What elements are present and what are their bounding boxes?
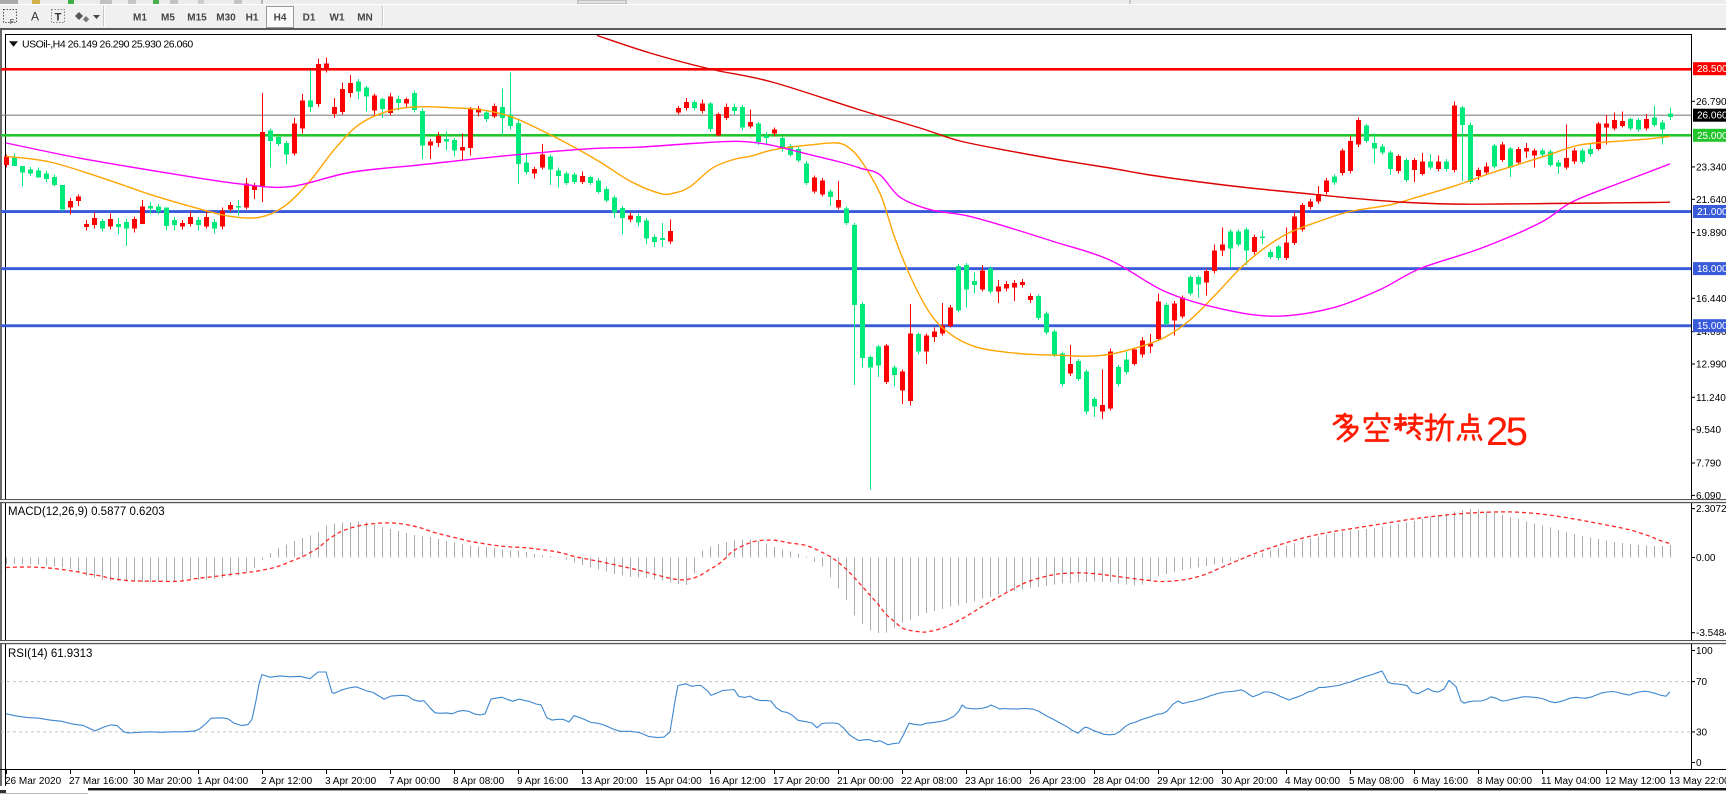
svg-text:9.540: 9.540 [1696,425,1721,436]
svg-text:23.340: 23.340 [1696,162,1726,173]
svg-text:30 Mar 20:00: 30 Mar 20:00 [133,776,192,787]
svg-text:M5: M5 [161,13,175,24]
svg-text:0.00: 0.00 [1696,553,1716,564]
svg-text:8 Apr 08:00: 8 Apr 08:00 [453,776,505,787]
svg-text:11.240: 11.240 [1696,393,1726,404]
svg-text:18.000: 18.000 [1697,264,1726,275]
svg-text:28 Apr 04:00: 28 Apr 04:00 [1093,776,1150,787]
svg-text:26.060: 26.060 [1697,111,1726,122]
svg-text:21 Apr 00:00: 21 Apr 00:00 [837,776,894,787]
svg-text:H4: H4 [274,13,287,24]
svg-text:2.3072: 2.3072 [1696,504,1726,515]
svg-text:12 May 12:00: 12 May 12:00 [1605,776,1666,787]
svg-text:26.790: 26.790 [1696,97,1726,108]
svg-text:H1: H1 [246,13,259,24]
svg-text:26 Apr 23:00: 26 Apr 23:00 [1029,776,1086,787]
svg-text:23 Apr 16:00: 23 Apr 16:00 [965,776,1022,787]
svg-text:6.090: 6.090 [1696,491,1721,502]
svg-text:13 Apr 20:00: 13 Apr 20:00 [581,776,638,787]
svg-text:USOil-,H4 26.149 26.290 25.93: USOil-,H4 26.149 26.290 25.930 26.060 [22,39,193,51]
svg-text:17 Apr 20:00: 17 Apr 20:00 [773,776,830,787]
svg-text:3 Apr 20:00: 3 Apr 20:00 [325,776,377,787]
svg-text:27 Mar 16:00: 27 Mar 16:00 [69,776,128,787]
svg-text:M15: M15 [187,13,207,24]
svg-text:RSI(14) 61.9313: RSI(14) 61.9313 [8,648,92,660]
svg-text:21.640: 21.640 [1696,195,1726,206]
svg-text:19.890: 19.890 [1696,228,1726,239]
svg-text:9 Apr 16:00: 9 Apr 16:00 [517,776,569,787]
svg-text:A: A [31,10,39,24]
svg-text:30: 30 [1696,727,1708,738]
svg-text:T: T [55,12,62,24]
svg-text:M1: M1 [133,13,147,24]
svg-text:15.000: 15.000 [1697,321,1726,332]
svg-text:7.790: 7.790 [1696,459,1721,470]
svg-text:7 Apr 00:00: 7 Apr 00:00 [389,776,441,787]
svg-text:-3.5484: -3.5484 [1696,628,1726,639]
svg-text:11 May 04:00: 11 May 04:00 [1541,776,1601,787]
svg-text:14.690: 14.690 [1696,327,1726,338]
svg-text:28.500: 28.500 [1697,64,1726,75]
svg-text:M30: M30 [216,13,236,24]
svg-text:70: 70 [1696,677,1708,688]
svg-text:29 Apr 12:00: 29 Apr 12:00 [1157,776,1214,787]
svg-text:26 Mar 2020: 26 Mar 2020 [5,776,62,787]
svg-text:25.000: 25.000 [1697,131,1726,142]
svg-text:2 Apr 12:00: 2 Apr 12:00 [261,776,313,787]
svg-text:100: 100 [1696,646,1713,657]
svg-text:5 May 08:00: 5 May 08:00 [1349,776,1404,787]
svg-text:1 Apr 04:00: 1 Apr 04:00 [197,776,249,787]
svg-text:15 Apr 04:00: 15 Apr 04:00 [645,776,702,787]
svg-text:0: 0 [1696,758,1702,769]
svg-text:12.990: 12.990 [1696,360,1726,371]
svg-text:W1: W1 [330,13,345,24]
svg-text:16 Apr 12:00: 16 Apr 12:00 [709,776,766,787]
svg-text:25: 25 [1486,410,1527,454]
svg-text:13 May 22:00: 13 May 22:00 [1669,776,1726,787]
svg-text:21.000: 21.000 [1697,207,1726,218]
svg-text:D1: D1 [303,13,316,24]
svg-text:4 May 00:00: 4 May 00:00 [1285,776,1340,787]
svg-text:MN: MN [357,13,373,24]
svg-text:8 May 00:00: 8 May 00:00 [1477,776,1532,787]
svg-text:30 Apr 20:00: 30 Apr 20:00 [1221,776,1278,787]
svg-text:MACD(12,26,9) 0.5877 0.6203: MACD(12,26,9) 0.5877 0.6203 [8,506,165,518]
svg-text:16.440: 16.440 [1696,294,1726,305]
svg-text:22 Apr 08:00: 22 Apr 08:00 [901,776,958,787]
svg-text:6 May 16:00: 6 May 16:00 [1413,776,1468,787]
svg-text:F: F [10,19,14,26]
